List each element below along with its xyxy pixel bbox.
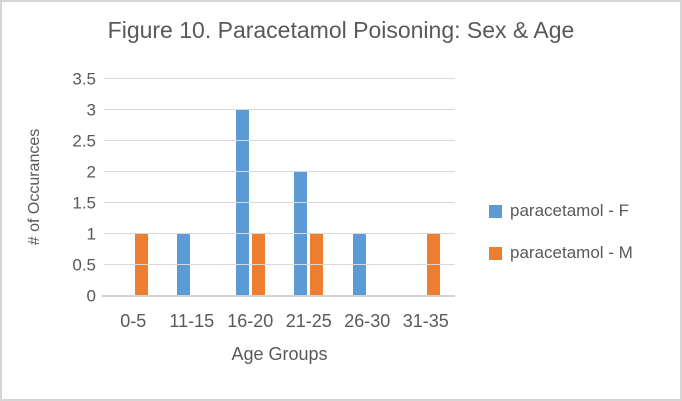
- legend-swatch-icon: [489, 246, 502, 260]
- bar: [134, 234, 148, 296]
- legend-label: paracetamol - M: [510, 243, 633, 262]
- gridline: [104, 171, 455, 172]
- category-group: [280, 79, 339, 296]
- x-axis-ticks: 0-5 11-15 16-20 21-25 26-30 31-35: [104, 311, 455, 332]
- x-axis-line: [102, 295, 455, 297]
- x-tick-label: 31-35: [402, 311, 449, 331]
- legend: paracetamol - F paracetamol - M: [489, 201, 633, 263]
- legend-swatch-icon: [489, 204, 502, 218]
- gridline: [104, 264, 455, 265]
- gridline: [104, 109, 455, 110]
- category-group: [163, 79, 222, 296]
- x-tick-label: 26-30: [344, 311, 391, 331]
- bar: [177, 234, 191, 296]
- y-tick-label: 2.5: [72, 131, 96, 151]
- y-tick-label: 2: [86, 162, 96, 182]
- category-group: [338, 79, 397, 296]
- y-tick-label: 0.5: [72, 255, 96, 275]
- category-group: [397, 79, 456, 296]
- x-axis-title: Age Groups: [231, 344, 328, 364]
- category-group: [104, 79, 163, 296]
- legend-label: paracetamol - F: [510, 201, 630, 220]
- y-tick-label: 3.5: [72, 69, 96, 89]
- legend-item: paracetamol - M: [489, 243, 633, 263]
- y-axis-ticks: 0 0.5 1 1.5 2 2.5 3 3.5: [2, 71, 96, 305]
- bar: [310, 234, 324, 296]
- y-tick-label: 0: [86, 286, 96, 306]
- gridline: [104, 140, 455, 141]
- category-group: [221, 79, 280, 296]
- bar: [294, 172, 308, 296]
- gridline: [104, 233, 455, 234]
- bars-row: [104, 79, 455, 296]
- bar: [235, 110, 249, 296]
- bar: [251, 234, 265, 296]
- y-tick-label: 1.5: [72, 193, 96, 213]
- gridline: [104, 78, 455, 79]
- x-tick-label: 16-20: [227, 311, 274, 331]
- x-tick-label: 11-15: [169, 311, 215, 331]
- x-tick-label: 21-25: [285, 311, 332, 331]
- legend-item: paracetamol - F: [489, 201, 633, 221]
- x-tick-label: 0-5: [120, 311, 147, 331]
- y-tick-label: 1: [86, 224, 96, 244]
- bar: [352, 234, 366, 296]
- gridline: [104, 202, 455, 203]
- y-tick-label: 3: [86, 100, 96, 120]
- bar: [427, 234, 441, 296]
- chart-title: Figure 10. Paracetamol Poisoning: Sex & …: [107, 17, 575, 43]
- plot-area: [102, 78, 455, 297]
